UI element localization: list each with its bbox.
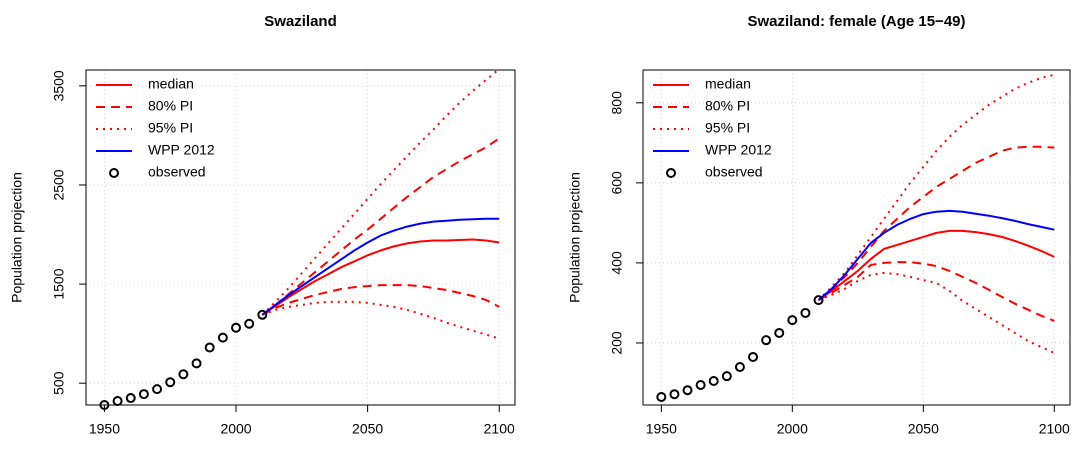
observed-point bbox=[204, 342, 215, 353]
legend-label: WPP 2012 bbox=[705, 142, 772, 158]
series-line bbox=[817, 73, 1055, 301]
series-line bbox=[261, 68, 500, 316]
observed-point bbox=[99, 400, 110, 410]
series-line bbox=[261, 284, 500, 316]
legend-label: 95% PI bbox=[148, 120, 193, 136]
observed-point bbox=[787, 315, 798, 326]
y-tick-label: 1500 bbox=[51, 268, 67, 299]
y-tick-label: 800 bbox=[609, 91, 625, 115]
legend-marker bbox=[666, 168, 676, 178]
observed-point bbox=[682, 385, 693, 396]
chart-title: Swaziland: female (Age 15−49) bbox=[748, 13, 966, 30]
x-tick-label: 2100 bbox=[484, 421, 515, 437]
observed-point bbox=[656, 391, 667, 402]
x-tick-label: 1950 bbox=[89, 421, 120, 437]
y-axis-label: Population projection bbox=[567, 172, 583, 303]
legend-label: WPP 2012 bbox=[148, 142, 215, 158]
x-tick-label: 2000 bbox=[220, 421, 251, 437]
series-line bbox=[818, 261, 1055, 322]
observed-point bbox=[813, 295, 824, 306]
observed-point bbox=[257, 309, 268, 320]
observed-point bbox=[112, 396, 123, 407]
observed-point bbox=[695, 379, 706, 390]
legend-label: 80% PI bbox=[148, 98, 193, 114]
observed-point bbox=[152, 384, 163, 395]
x-tick-label: 2000 bbox=[777, 421, 808, 437]
observed-point bbox=[138, 389, 149, 400]
y-tick-label: 200 bbox=[609, 331, 625, 355]
observed-point bbox=[734, 361, 745, 372]
y-tick-label: 3500 bbox=[51, 70, 67, 101]
y-tick-label: 500 bbox=[51, 371, 67, 395]
observed-point bbox=[178, 369, 189, 380]
legend-label: 80% PI bbox=[705, 98, 750, 114]
legend-label: median bbox=[148, 76, 194, 92]
observed-point bbox=[669, 389, 680, 400]
legend-label: observed bbox=[705, 164, 763, 180]
observed-point bbox=[774, 327, 785, 338]
observed-point bbox=[217, 332, 228, 343]
series-line bbox=[261, 137, 500, 316]
observed-point bbox=[800, 307, 811, 318]
x-tick-label: 1950 bbox=[646, 421, 677, 437]
series-line bbox=[261, 300, 500, 340]
series-line bbox=[817, 145, 1055, 301]
y-axis-label: Population projection bbox=[9, 172, 25, 303]
observed-point bbox=[191, 358, 202, 369]
observed-point bbox=[165, 377, 176, 388]
y-tick-label: 2500 bbox=[51, 169, 67, 200]
series-line bbox=[817, 229, 1055, 301]
observed-point bbox=[125, 393, 136, 404]
y-tick-label: 400 bbox=[609, 251, 625, 275]
legend-marker bbox=[109, 168, 119, 178]
observed-point bbox=[231, 322, 242, 333]
observed-point bbox=[761, 335, 772, 346]
plot-frame bbox=[642, 69, 1071, 406]
observed-point bbox=[708, 375, 719, 386]
observed-point bbox=[721, 371, 732, 382]
series-line bbox=[261, 217, 500, 316]
x-tick-label: 2050 bbox=[352, 421, 383, 437]
legend-label: median bbox=[705, 76, 751, 92]
legend-label: 95% PI bbox=[705, 120, 750, 136]
observed-point bbox=[244, 318, 255, 329]
series-line bbox=[261, 238, 500, 316]
chart-title: Swaziland bbox=[264, 13, 337, 30]
plot-frame bbox=[85, 69, 516, 406]
y-tick-label: 600 bbox=[609, 171, 625, 195]
legend-label: observed bbox=[148, 164, 206, 180]
x-tick-label: 2100 bbox=[1039, 421, 1070, 437]
observed-point bbox=[748, 351, 759, 362]
series-line bbox=[818, 271, 1055, 354]
series-line bbox=[817, 209, 1055, 301]
x-tick-label: 2050 bbox=[908, 421, 939, 437]
